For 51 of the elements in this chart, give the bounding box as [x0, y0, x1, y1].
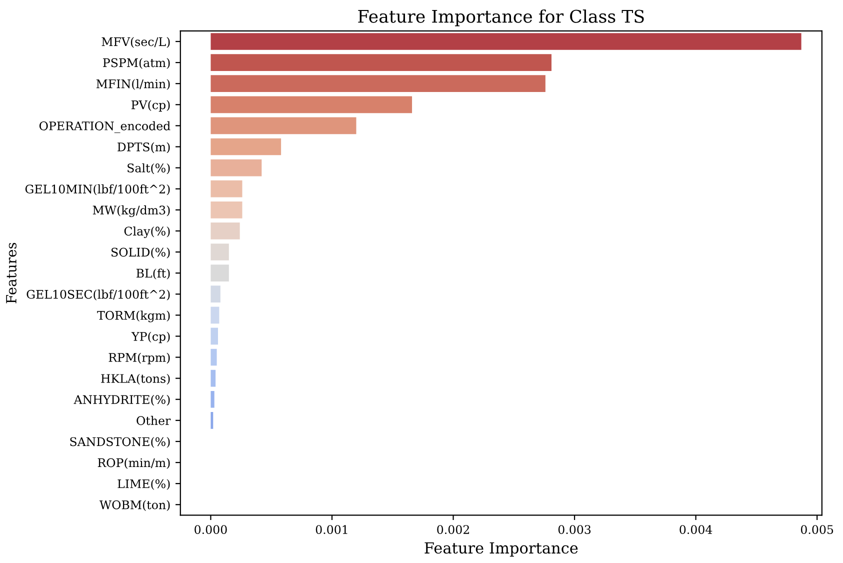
y-tick-label: ANHYDRITE(%) — [74, 394, 170, 406]
y-tick-label: RPM(rpm) — [108, 352, 170, 364]
y-tick-label: OPERATION_encoded — [39, 121, 170, 133]
bar — [210, 306, 220, 324]
y-tick-label: BL(ft) — [136, 268, 170, 280]
y-tick-label: PSPM(atm) — [103, 58, 170, 69]
bar — [210, 180, 242, 198]
bar — [210, 412, 214, 429]
y-tick-label: GEL10SEC(lbf/100ft^2) — [26, 290, 170, 300]
y-tick-label: WOBM(ton) — [99, 500, 170, 511]
bar — [210, 264, 229, 282]
y-tick-label: TORM(kgm) — [97, 310, 170, 322]
y-tick-label: ROP(min/m) — [98, 458, 170, 469]
bar — [210, 348, 217, 366]
bar — [210, 33, 802, 50]
bar — [210, 222, 240, 240]
x-axis-title: Feature Importance — [424, 542, 578, 557]
y-tick-label: HKLA(tons) — [101, 374, 170, 385]
y-tick-label: Clay(%) — [124, 226, 170, 238]
y-tick-label: MFV(sec/L) — [102, 37, 170, 48]
y-axis-title: Features — [6, 242, 16, 304]
bar — [210, 286, 220, 303]
bar — [210, 96, 412, 114]
bar — [210, 54, 552, 71]
x-tick-label: 0.002 — [437, 525, 469, 534]
bar — [210, 75, 546, 92]
y-tick-label: PV(cp) — [131, 100, 170, 112]
y-tick-label: SOLID(%) — [112, 248, 170, 258]
y-tick-label: Other — [136, 416, 171, 426]
x-tick-label: 0.004 — [680, 525, 712, 534]
x-tick-label: 0.003 — [558, 525, 591, 534]
bar — [210, 244, 229, 260]
y-tick-label: GEL10MIN(lbf/100ft^2) — [25, 184, 170, 196]
y-tick-label: Salt(%) — [128, 163, 170, 174]
y-tick-label: YP(cp) — [131, 332, 170, 344]
bar — [210, 370, 216, 387]
x-tick-label: 0.000 — [194, 525, 227, 534]
bar — [210, 159, 262, 176]
bar — [210, 117, 356, 134]
y-tick-label: MFIN(l/min) — [96, 79, 170, 90]
y-tick-label: SANDSTONE(%) — [70, 436, 170, 448]
x-tick-label: 0.001 — [316, 525, 348, 534]
bar — [210, 328, 218, 345]
x-tick-label: 0.005 — [800, 525, 834, 534]
bar — [210, 201, 242, 218]
y-tick-label: MW(kg/dm3) — [92, 205, 170, 218]
bar — [210, 390, 214, 408]
bar — [210, 138, 282, 156]
chart-title: Feature Importance for Class TS — [358, 9, 644, 26]
y-tick-label: LIME(%) — [118, 479, 170, 490]
y-tick-label: DPTS(m) — [118, 142, 170, 154]
